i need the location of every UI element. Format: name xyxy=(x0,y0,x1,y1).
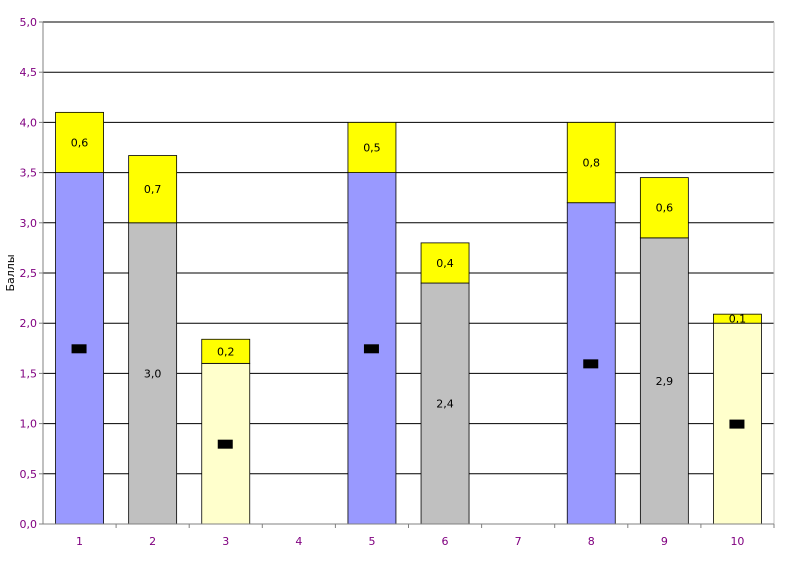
marker xyxy=(71,344,87,354)
y-axis-title: Баллы xyxy=(4,254,17,291)
bar-top-label: 0,2 xyxy=(217,345,235,358)
bar-top xyxy=(420,242,470,284)
marker xyxy=(729,419,745,429)
bar-base-label: 2,9 xyxy=(656,375,674,388)
marker xyxy=(583,359,599,369)
bar-top-label: 0,7 xyxy=(144,183,162,196)
bar-top xyxy=(566,122,616,204)
bar-top-label: 0,4 xyxy=(436,257,454,270)
bar-top-label: 0,1 xyxy=(729,313,747,326)
bar-top-label: 0,5 xyxy=(363,142,381,155)
x-tick-label: 6 xyxy=(442,535,449,548)
x-tick-label: 10 xyxy=(730,535,744,548)
y-tick-label: 4,0 xyxy=(20,116,38,129)
x-tick-label: 5 xyxy=(368,535,375,548)
bar-base-label: 3,0 xyxy=(144,367,162,380)
y-tick-label: 1,5 xyxy=(20,367,38,380)
bar-top-label: 0,6 xyxy=(71,136,89,149)
bar-top xyxy=(128,155,178,224)
marker xyxy=(363,344,379,354)
bar-base xyxy=(639,237,689,525)
x-tick-label: 2 xyxy=(149,535,156,548)
axes xyxy=(39,21,775,528)
bar-top xyxy=(55,111,104,174)
x-tick-label: 7 xyxy=(515,535,522,548)
x-tick-label: 1 xyxy=(76,535,83,548)
y-tick-label: 1,0 xyxy=(20,418,38,431)
y-tick-label: 3,5 xyxy=(20,167,38,180)
y-tick-label: 3,0 xyxy=(20,217,38,230)
x-tick-label: 4 xyxy=(295,535,302,548)
bar-top-label: 0,8 xyxy=(583,157,601,170)
x-tick-label: 8 xyxy=(588,535,595,548)
bar-top xyxy=(347,122,397,174)
marker xyxy=(217,439,233,449)
y-tick-label: 2,0 xyxy=(20,317,38,330)
bar-base-label: 2,4 xyxy=(436,398,454,411)
bar-top xyxy=(713,313,762,324)
y-tick-label: 2,5 xyxy=(20,267,38,280)
bar-top xyxy=(201,338,251,364)
x-tick-label: 9 xyxy=(661,535,668,548)
bar-base xyxy=(420,282,470,525)
tick-labels: 0,0 0,5 1,0 1,5 2,0 2,5 3,0 3,5 4,0 4,5 5,0 1 2 3 4 5 6 7… xyxy=(20,16,745,548)
y-tick-label: 0,0 xyxy=(20,518,38,531)
x-tick-label: 3 xyxy=(222,535,229,548)
markers xyxy=(71,344,745,449)
y-tick-label: 4,5 xyxy=(20,66,38,79)
bar-top xyxy=(639,177,689,239)
y-tick-label: 0,5 xyxy=(20,468,38,481)
y-tick-label: 5,0 xyxy=(20,16,38,29)
bars: 0,6 3,0 0,7 0,2 0,5 2,4 0,4 0,8 2,9 0,6 0,1 xyxy=(55,111,762,525)
bar-top-label: 0,6 xyxy=(656,202,674,215)
